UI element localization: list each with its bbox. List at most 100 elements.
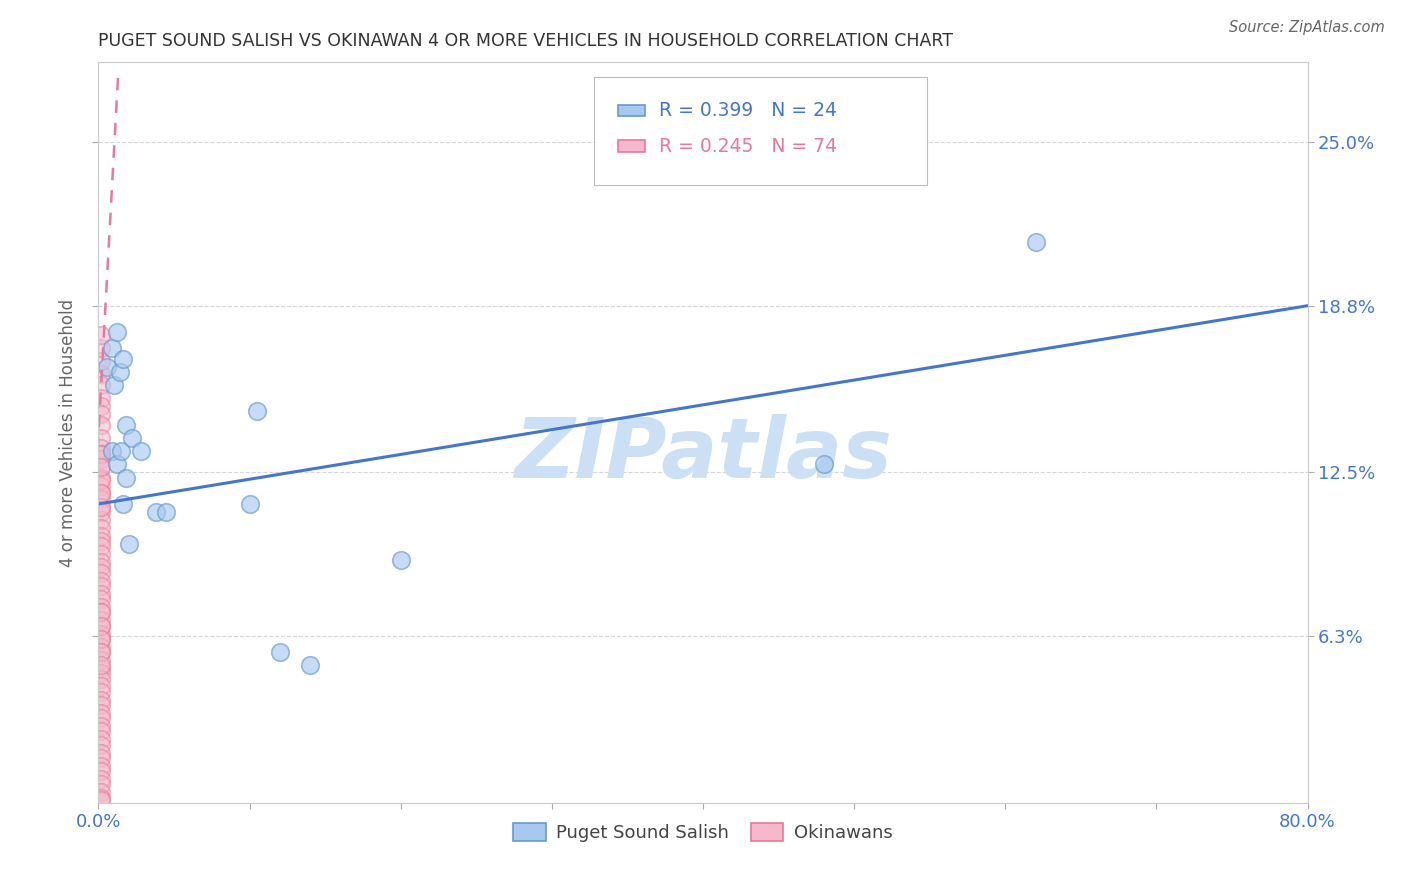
FancyBboxPatch shape	[619, 104, 645, 117]
Point	[90, 560, 112, 574]
Point	[90, 534, 112, 549]
Point	[90, 685, 112, 699]
Text: R = 0.245   N = 74: R = 0.245 N = 74	[659, 136, 838, 155]
Point	[118, 536, 141, 550]
Point	[101, 444, 124, 458]
Point	[90, 758, 112, 772]
Point	[299, 658, 322, 673]
Point	[90, 666, 112, 681]
Point	[269, 645, 291, 659]
Point	[90, 539, 112, 553]
Point	[114, 417, 136, 432]
Text: ZIPatlas: ZIPatlas	[515, 414, 891, 495]
Legend: Puget Sound Salish, Okinawans: Puget Sound Salish, Okinawans	[506, 816, 900, 849]
Point	[90, 513, 112, 527]
Point	[90, 600, 112, 615]
Point	[90, 378, 112, 392]
Point	[90, 460, 112, 475]
Point	[121, 431, 143, 445]
Point	[90, 460, 112, 475]
Point	[90, 632, 112, 646]
Point	[90, 698, 112, 712]
Point	[90, 566, 112, 580]
Point	[90, 478, 112, 492]
Point	[90, 327, 112, 342]
Point	[90, 732, 112, 747]
Point	[90, 626, 112, 640]
Point	[90, 751, 112, 765]
Point	[90, 680, 112, 694]
Point	[90, 399, 112, 413]
Point	[90, 368, 112, 382]
Point	[105, 325, 128, 339]
Point	[155, 505, 177, 519]
Point	[90, 354, 112, 368]
Point	[1024, 235, 1046, 250]
Point	[90, 529, 112, 543]
Point	[90, 391, 112, 405]
Point	[90, 447, 112, 461]
Point	[90, 672, 112, 686]
Point	[90, 521, 112, 535]
Point	[90, 653, 112, 667]
Point	[90, 431, 112, 445]
Point	[90, 606, 112, 620]
Y-axis label: 4 or more Vehicles in Household: 4 or more Vehicles in Household	[59, 299, 77, 566]
Point	[90, 417, 112, 432]
Point	[90, 491, 112, 506]
Point	[90, 505, 112, 519]
Point	[108, 365, 131, 379]
Point	[90, 658, 112, 673]
Text: R = 0.399   N = 24: R = 0.399 N = 24	[659, 101, 838, 120]
Point	[90, 407, 112, 421]
Point	[90, 706, 112, 720]
Point	[90, 587, 112, 601]
Point	[90, 692, 112, 706]
Point	[90, 618, 112, 632]
Point	[389, 552, 412, 566]
Point	[90, 555, 112, 569]
Point	[90, 500, 112, 514]
Point	[90, 613, 112, 627]
Point	[90, 777, 112, 791]
Point	[90, 579, 112, 593]
Point	[90, 470, 112, 484]
Point	[90, 764, 112, 778]
Point	[103, 378, 125, 392]
Point	[101, 341, 124, 355]
Point	[90, 640, 112, 654]
Point	[90, 606, 112, 620]
Point	[239, 497, 262, 511]
Point	[90, 719, 112, 733]
Point	[90, 592, 112, 607]
Point	[90, 645, 112, 659]
FancyBboxPatch shape	[595, 78, 927, 185]
Text: PUGET SOUND SALISH VS OKINAWAN 4 OR MORE VEHICLES IN HOUSEHOLD CORRELATION CHART: PUGET SOUND SALISH VS OKINAWAN 4 OR MORE…	[98, 32, 953, 50]
Point	[110, 444, 132, 458]
Point	[90, 447, 112, 461]
Point	[90, 500, 112, 514]
Point	[96, 359, 118, 374]
Point	[90, 790, 112, 805]
Point	[90, 661, 112, 675]
Point	[90, 486, 112, 500]
Point	[90, 486, 112, 500]
Point	[90, 632, 112, 646]
Point	[90, 473, 112, 487]
FancyBboxPatch shape	[619, 140, 645, 152]
Point	[105, 458, 128, 472]
Point	[129, 444, 152, 458]
Point	[813, 458, 835, 472]
Point	[90, 574, 112, 588]
Point	[246, 404, 269, 418]
Point	[90, 738, 112, 752]
Text: Source: ZipAtlas.com: Source: ZipAtlas.com	[1229, 20, 1385, 35]
Point	[90, 785, 112, 799]
Point	[90, 772, 112, 786]
Point	[114, 470, 136, 484]
Point	[90, 618, 112, 632]
Point	[90, 793, 112, 807]
Point	[111, 351, 134, 366]
Point	[90, 442, 112, 456]
Point	[90, 452, 112, 467]
